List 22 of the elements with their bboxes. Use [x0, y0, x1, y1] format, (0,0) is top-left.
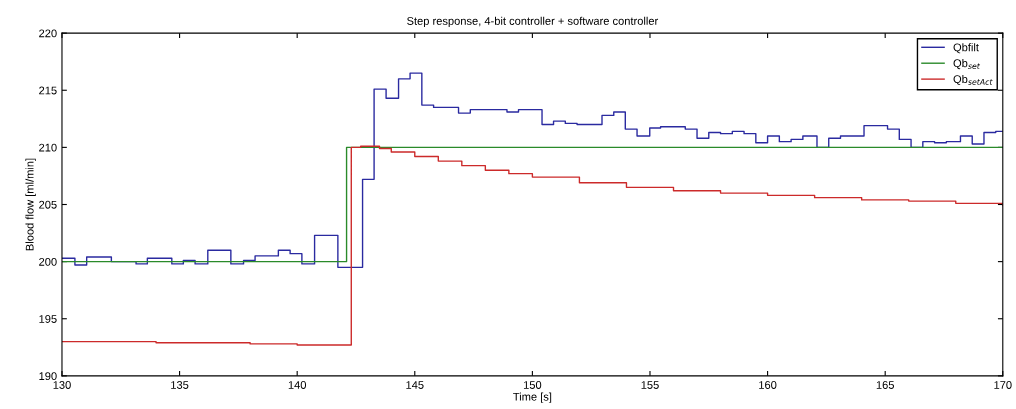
y-tick-label: 190: [39, 372, 57, 381]
y-tick-label: 205: [39, 200, 57, 209]
y-tick-label: 200: [39, 257, 57, 266]
y-tick-label: 215: [39, 86, 57, 95]
x-tick-label: 140: [288, 381, 307, 389]
x-tick-label: 150: [523, 381, 542, 389]
y-axis-title: Blood flow [ml/min]: [25, 158, 36, 251]
y-tick-label: 210: [39, 143, 57, 152]
legend-label: Qbfilt: [953, 43, 979, 54]
x-axis-title: Time [s]: [513, 392, 552, 403]
legend-label: Qb$_{setAct}$: [953, 74, 993, 86]
x-tick-label: 135: [171, 381, 189, 389]
y-tick-label: 220: [39, 29, 57, 38]
x-tick-label: 170: [994, 381, 1012, 389]
chart-title: Step response, 4-bit controller + software controller: [407, 16, 659, 28]
x-tick-label: 165: [876, 381, 894, 389]
legend-label: Qb$_{set}$: [953, 58, 981, 70]
y-tick-label: 195: [39, 315, 57, 323]
x-tick-label: 155: [641, 381, 659, 389]
x-tick-label: 160: [759, 381, 777, 389]
x-tick-label: 145: [406, 381, 424, 389]
x-tick-label: 130: [53, 381, 71, 389]
